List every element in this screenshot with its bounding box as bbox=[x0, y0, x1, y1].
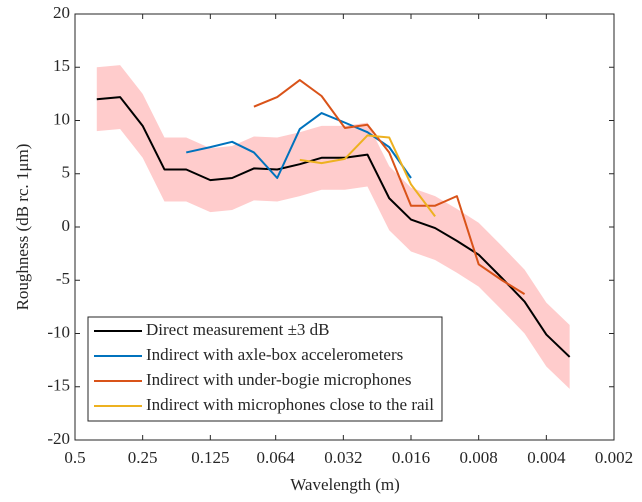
x-tick-label: 0.016 bbox=[392, 448, 430, 467]
series-line bbox=[96, 96, 571, 358]
x-tick-label: 0.032 bbox=[324, 448, 362, 467]
legend-label: Indirect with axle-box accelerometers bbox=[146, 345, 403, 364]
y-tick-label: -10 bbox=[47, 322, 70, 341]
y-tick-label: 20 bbox=[53, 3, 70, 22]
x-tick-label: 0.125 bbox=[191, 448, 229, 467]
legend-label: Indirect with under-bogie microphones bbox=[146, 370, 411, 389]
y-tick-label: -15 bbox=[47, 376, 70, 395]
y-tick-label: -20 bbox=[47, 429, 70, 448]
legend-label: Direct measurement ±3 dB bbox=[146, 320, 330, 339]
x-tick-label: 0.008 bbox=[460, 448, 498, 467]
x-tick-label: 0.004 bbox=[527, 448, 566, 467]
y-tick-label: 10 bbox=[53, 109, 70, 128]
y-tick-label: 15 bbox=[53, 56, 70, 75]
legend-label: Indirect with microphones close to the r… bbox=[146, 395, 434, 414]
legend: Direct measurement ±3 dB Indirect with ax… bbox=[87, 316, 443, 422]
series-line bbox=[299, 134, 436, 217]
legend-box bbox=[87, 316, 443, 422]
x-tick-label: 0.25 bbox=[128, 448, 158, 467]
y-tick-label: 0 bbox=[62, 216, 71, 235]
plot-area bbox=[96, 65, 571, 389]
x-tick-label: 0.064 bbox=[257, 448, 296, 467]
x-tick-label: 0.5 bbox=[64, 448, 85, 467]
y-axis-label: Roughness (dB rc. 1μm) bbox=[13, 144, 32, 311]
y-tick-label: 5 bbox=[62, 163, 71, 182]
x-axis-label: Wavelength (m) bbox=[290, 475, 400, 494]
series-line bbox=[186, 112, 412, 180]
series-line bbox=[253, 79, 526, 295]
y-tick-label: -5 bbox=[56, 269, 70, 288]
x-tick-label: 0.002 bbox=[595, 448, 633, 467]
error-band bbox=[96, 65, 570, 389]
